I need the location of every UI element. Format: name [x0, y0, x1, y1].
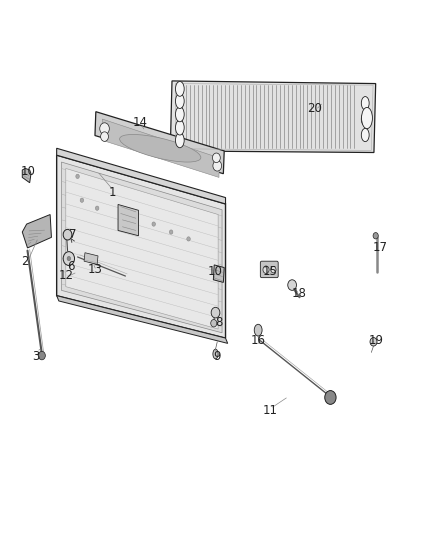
Polygon shape — [57, 148, 226, 204]
Text: 12: 12 — [58, 269, 73, 282]
Ellipse shape — [176, 94, 184, 109]
Text: 7: 7 — [70, 228, 77, 241]
Polygon shape — [57, 155, 226, 338]
Text: 9: 9 — [213, 350, 221, 363]
Ellipse shape — [176, 133, 184, 148]
Text: 20: 20 — [307, 102, 322, 115]
Ellipse shape — [361, 112, 369, 126]
Text: 10: 10 — [21, 165, 36, 177]
Circle shape — [100, 123, 110, 134]
Circle shape — [152, 222, 155, 226]
Text: 2: 2 — [21, 255, 29, 268]
Circle shape — [325, 391, 336, 405]
Ellipse shape — [176, 82, 184, 96]
Circle shape — [39, 351, 46, 360]
Circle shape — [95, 206, 99, 211]
Text: 15: 15 — [263, 265, 278, 278]
Polygon shape — [66, 168, 218, 329]
Text: 13: 13 — [88, 263, 102, 276]
Text: 6: 6 — [67, 260, 75, 273]
Ellipse shape — [213, 349, 218, 359]
Circle shape — [67, 256, 71, 261]
Circle shape — [63, 229, 72, 240]
Circle shape — [212, 153, 220, 163]
Circle shape — [288, 280, 297, 290]
Text: 8: 8 — [215, 316, 223, 329]
Polygon shape — [170, 81, 376, 152]
Polygon shape — [84, 253, 98, 264]
FancyBboxPatch shape — [260, 261, 278, 278]
Text: 17: 17 — [373, 241, 388, 254]
Polygon shape — [95, 112, 224, 174]
Circle shape — [211, 308, 220, 318]
Text: 19: 19 — [369, 334, 384, 347]
Circle shape — [170, 230, 173, 234]
Ellipse shape — [361, 128, 369, 142]
Circle shape — [63, 252, 74, 265]
Circle shape — [213, 160, 222, 171]
Circle shape — [373, 232, 378, 239]
Circle shape — [80, 198, 84, 203]
Ellipse shape — [361, 96, 369, 110]
Circle shape — [76, 174, 79, 179]
Circle shape — [211, 319, 217, 327]
Text: 14: 14 — [132, 116, 147, 129]
Polygon shape — [213, 265, 224, 282]
Circle shape — [101, 132, 109, 141]
Text: 10: 10 — [207, 265, 222, 278]
Text: 3: 3 — [32, 350, 40, 363]
Polygon shape — [102, 119, 219, 177]
Ellipse shape — [120, 134, 201, 162]
Text: 11: 11 — [263, 404, 278, 417]
Polygon shape — [22, 168, 31, 183]
Circle shape — [263, 266, 269, 273]
Ellipse shape — [361, 108, 372, 128]
Circle shape — [187, 237, 190, 241]
Circle shape — [370, 337, 377, 346]
Polygon shape — [118, 205, 138, 236]
Text: 16: 16 — [251, 334, 266, 347]
Polygon shape — [57, 296, 228, 343]
Text: 18: 18 — [292, 287, 307, 300]
Polygon shape — [22, 215, 51, 248]
Circle shape — [271, 266, 276, 273]
Ellipse shape — [176, 120, 184, 135]
Ellipse shape — [176, 107, 184, 122]
Ellipse shape — [254, 324, 262, 336]
Polygon shape — [61, 162, 222, 333]
Text: 1: 1 — [109, 186, 116, 199]
